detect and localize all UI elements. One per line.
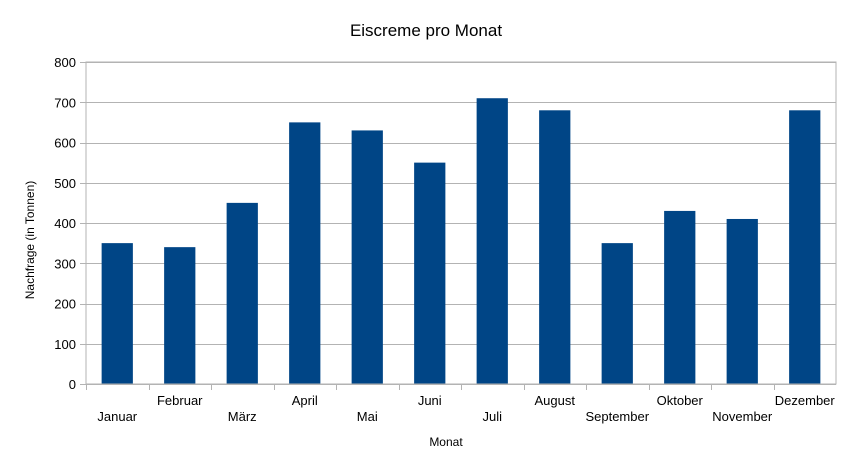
bar-10 (664, 210, 696, 384)
x-tick-label: November (712, 409, 773, 424)
bar-3 (226, 202, 258, 384)
bar-2 (164, 247, 196, 384)
y-tick-label: 100 (54, 337, 76, 352)
bar-7 (476, 98, 508, 384)
x-tick-label: September (585, 409, 649, 424)
bar-4 (289, 122, 321, 384)
bars (101, 98, 821, 385)
bar-1 (101, 243, 133, 384)
x-tick-label: Januar (97, 409, 137, 424)
x-tick-label: April (292, 393, 318, 408)
x-tick-label: Juni (418, 393, 442, 408)
bar-8 (539, 110, 571, 385)
y-tick-label: 400 (54, 216, 76, 231)
x-tick-label: Februar (157, 393, 203, 408)
x-tick-label: August (535, 393, 576, 408)
x-tick-label: März (228, 409, 257, 424)
y-tick-label: 0 (69, 377, 76, 392)
y-tick-label: 300 (54, 256, 76, 271)
y-axis-label: Nachfrage (in Tonnen) (23, 181, 37, 300)
x-axis-ticks: Januar Februar März April Mai Juni Juli August S… (86, 384, 836, 424)
y-tick-label: 200 (54, 297, 76, 312)
x-tick-label: Juli (482, 409, 502, 424)
bar-5 (351, 130, 383, 384)
bar-6 (414, 162, 446, 384)
bar-11 (726, 218, 758, 384)
y-tick-label: 800 (54, 55, 76, 70)
x-tick-label: Mai (357, 409, 378, 424)
plot-frame (85, 61, 837, 385)
x-axis-label: Monat (429, 435, 463, 449)
bar-9 (601, 243, 633, 384)
y-axis-ticks: 0 100 200 300 400 500 600 700 800 (54, 55, 76, 392)
y-tick-label: 500 (54, 176, 76, 191)
y-tick-label: 700 (54, 95, 76, 110)
x-tick-label: Dezember (775, 393, 836, 408)
x-tick-label: Oktober (657, 393, 704, 408)
y-tick-label: 600 (54, 136, 76, 151)
chart-title: Eiscreme pro Monat (350, 21, 502, 40)
bar-12 (789, 110, 821, 385)
